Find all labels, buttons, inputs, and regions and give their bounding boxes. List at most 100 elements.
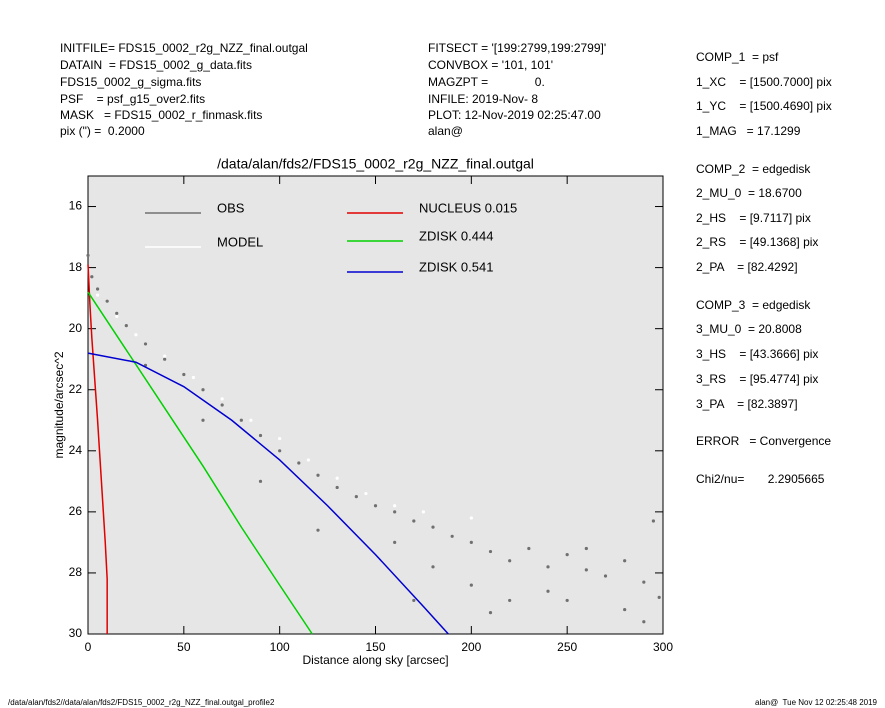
legend-label: ZDISK 0.541 xyxy=(419,259,493,274)
y-tick-label: 28 xyxy=(69,565,83,579)
y-tick-label: 16 xyxy=(69,199,83,213)
param-line: 3_HS = [43.3666] pix xyxy=(696,347,818,361)
obs-point xyxy=(258,433,263,438)
y-tick-label: 18 xyxy=(69,260,83,274)
header-line: INFILE: 2019-Nov- 8 xyxy=(428,92,538,106)
obs-point xyxy=(134,333,138,337)
obs-point xyxy=(239,418,243,422)
obs-point xyxy=(306,458,311,462)
x-tick-label: 150 xyxy=(365,640,385,654)
obs-point xyxy=(335,476,339,480)
legend-label: ZDISK 0.444 xyxy=(419,228,493,243)
header-line: MASK = FDS15_0002_r_finmask.fits xyxy=(60,108,262,122)
obs-point xyxy=(115,311,119,315)
obs-point xyxy=(469,516,473,520)
obs-point xyxy=(393,540,397,545)
obs-point xyxy=(412,598,416,603)
obs-point xyxy=(565,553,569,557)
obs-point xyxy=(316,528,320,532)
param-line: COMP_1 = psf xyxy=(696,50,779,64)
param-line: 2_PA = [82.4292] xyxy=(696,260,798,274)
obs-point xyxy=(603,574,608,578)
obs-point xyxy=(565,598,569,603)
obs-point xyxy=(546,565,550,569)
obs-point xyxy=(393,504,397,508)
obs-point xyxy=(316,473,320,477)
param-line: COMP_3 = edgedisk xyxy=(696,298,811,312)
obs-point xyxy=(105,299,109,303)
y-tick-label: 26 xyxy=(69,504,83,518)
param-line: 1_MAG = 17.1299 xyxy=(696,124,801,138)
y-tick-label: 22 xyxy=(69,382,83,396)
x-tick-label: 200 xyxy=(461,640,481,654)
obs-point xyxy=(115,314,119,319)
header-line: INITFILE= FDS15_0002_r2g_NZZ_final.outga… xyxy=(60,41,308,55)
obs-point xyxy=(143,342,148,346)
header-line: DATAIN = FDS15_0002_g_data.fits xyxy=(60,58,252,72)
header-line: PLOT: 12-Nov-2019 02:25:47.00 xyxy=(428,108,601,122)
profile-line xyxy=(87,264,108,634)
x-tick-label: 0 xyxy=(85,640,92,654)
x-tick-label: 300 xyxy=(653,640,673,654)
obs-point xyxy=(421,510,426,514)
obs-point xyxy=(431,525,435,529)
obs-point xyxy=(354,495,358,499)
obs-point xyxy=(431,565,435,569)
obs-point xyxy=(95,293,100,297)
obs-point xyxy=(364,491,368,496)
obs-point xyxy=(182,372,186,377)
obs-point xyxy=(412,519,416,523)
header-line: alan@ xyxy=(428,124,463,138)
param-line: COMP_2 = edgedisk xyxy=(696,162,811,176)
param-line: 3_RS = [95.4774] pix xyxy=(696,372,818,386)
obs-point xyxy=(278,436,282,441)
obs-point xyxy=(623,607,627,612)
obs-point xyxy=(191,375,196,380)
obs-point xyxy=(124,324,128,328)
header-line: CONVBOX = '101, 101' xyxy=(428,58,553,72)
obs-point xyxy=(508,598,512,603)
obs-point xyxy=(278,449,282,453)
obs-point xyxy=(450,534,454,538)
x-tick-label: 100 xyxy=(270,640,290,654)
obs-point xyxy=(546,589,550,593)
obs-point xyxy=(488,611,493,615)
profile-line xyxy=(87,352,449,635)
param-line: Chi2/nu= 2.2905665 xyxy=(696,472,825,486)
profile-line xyxy=(87,291,313,635)
y-tick-label: 24 xyxy=(69,443,83,457)
footer-right: alan@ Tue Nov 12 02:25:48 2019 xyxy=(755,698,878,707)
obs-point xyxy=(584,568,588,572)
param-line: 2_HS = [9.7117] pix xyxy=(696,211,811,225)
obs-point xyxy=(642,620,646,624)
obs-point xyxy=(163,357,167,361)
param-line: 2_RS = [49.1368] pix xyxy=(696,235,818,249)
header-line: PSF = psf_g15_over2.fits xyxy=(60,92,205,106)
obs-point xyxy=(220,403,224,407)
obs-point xyxy=(201,418,205,422)
param-line: 1_XC = [1500.7000] pix xyxy=(696,75,832,89)
param-line: 3_MU_0 = 20.8008 xyxy=(696,322,802,336)
x-axis-label: Distance along sky [arcsec] xyxy=(302,653,448,667)
footer-left: /data/alan/fds2//data/alan/fds2/FDS15_00… xyxy=(8,698,275,707)
legend-label: NUCLEUS 0.015 xyxy=(419,200,517,215)
obs-point xyxy=(220,397,224,401)
y-tick-label: 30 xyxy=(69,626,83,640)
obs-point xyxy=(373,504,378,508)
obs-point xyxy=(163,354,167,358)
obs-point xyxy=(86,253,90,257)
header-line: pix (") = 0.2000 xyxy=(60,124,145,138)
obs-point xyxy=(393,510,397,514)
param-line: 2_MU_0 = 18.6700 xyxy=(696,186,802,200)
header-line: FDS15_0002_g_sigma.fits xyxy=(60,75,201,89)
param-line: 3_PA = [82.3897] xyxy=(696,397,798,411)
obs-point xyxy=(249,418,253,422)
obs-point xyxy=(508,559,512,563)
param-line: ERROR = Convergence xyxy=(696,434,831,448)
y-tick-label: 20 xyxy=(69,321,83,335)
obs-point xyxy=(90,275,94,279)
obs-point xyxy=(469,583,473,587)
obs-point xyxy=(642,580,646,584)
param-line: 1_YC = [1500.4690] pix xyxy=(696,99,832,113)
